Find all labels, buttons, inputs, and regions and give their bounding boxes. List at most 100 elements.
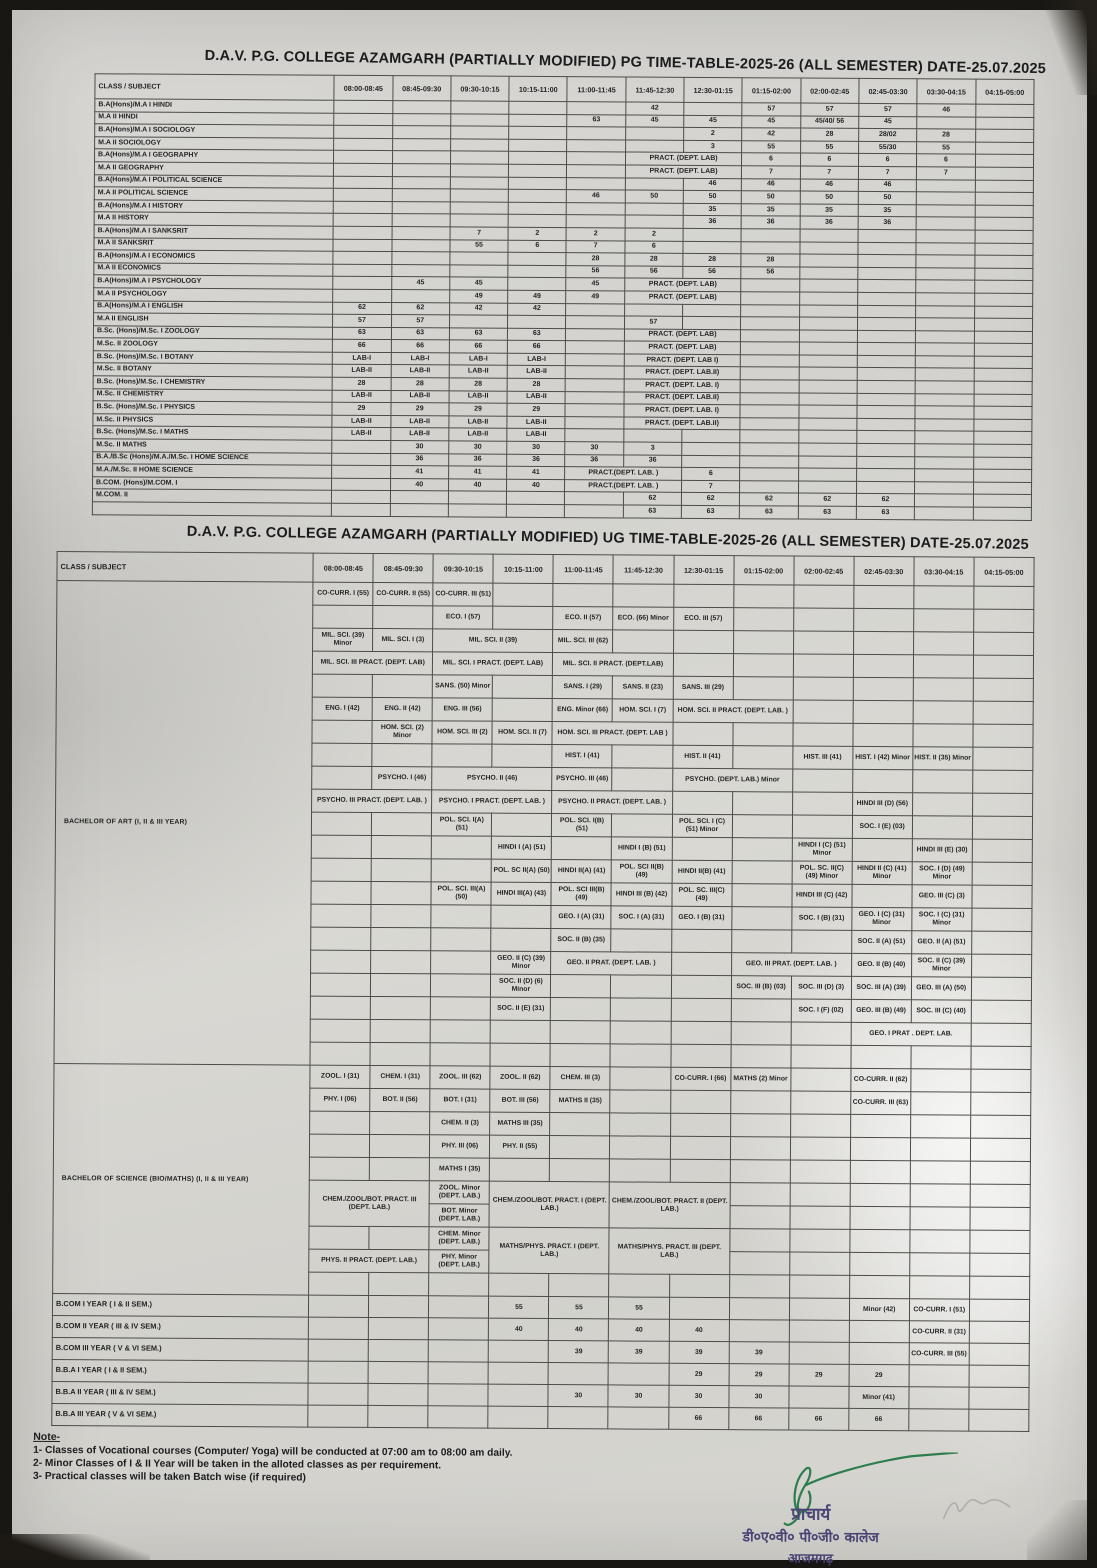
row-label xyxy=(92,501,332,516)
timetable-cell: GEO. I (A) (31) xyxy=(551,905,612,929)
timetable-cell: 63 xyxy=(449,327,508,341)
timetable-cell xyxy=(507,315,567,329)
timetable-cell xyxy=(611,928,672,953)
timetable-cell xyxy=(972,507,1032,521)
timetable-cell: HOM. SCI. III PRACT. (DEPT. LAB ) xyxy=(552,721,673,746)
timetable-cell xyxy=(428,1405,489,1429)
time-slot-header: 11:45-12:30 xyxy=(613,554,674,585)
timetable-cell: POL. SC. III(C) (49) xyxy=(671,883,732,907)
timetable-cell xyxy=(730,1113,791,1138)
timetable-cell xyxy=(740,291,800,305)
timetable-cell xyxy=(853,631,914,655)
timetable-cell xyxy=(309,1134,370,1158)
timetable-cell xyxy=(739,480,799,494)
timetable-cell xyxy=(971,954,1032,978)
timetable-cell: SOC. III (A) (39) xyxy=(851,976,912,1000)
timetable-cell: GEO. II (A) (51) xyxy=(911,930,972,955)
timetable-cell xyxy=(508,176,567,190)
timetable-cell xyxy=(910,1160,971,1185)
timetable-cell xyxy=(311,881,372,905)
timetable-cell xyxy=(910,1068,971,1093)
timetable-cell: SOC. II (A) (51) xyxy=(851,930,912,954)
timetable-cell xyxy=(430,1019,491,1044)
timetable-cell: 40 xyxy=(548,1318,609,1341)
timetable-cell: MIL. SCI. II (39) xyxy=(432,628,554,653)
timetable-cell xyxy=(308,1405,369,1428)
timetable-cell: 36 xyxy=(858,216,917,230)
timetable-cell xyxy=(732,676,794,701)
timetable-cell: CHEM. III (3) xyxy=(550,1066,611,1090)
timetable-cell: 29 xyxy=(332,402,391,416)
timetable-cell xyxy=(368,1405,429,1428)
timetable-cell: 55 xyxy=(548,1296,610,1319)
timetable-cell xyxy=(971,1000,1032,1024)
timetable-cell xyxy=(972,770,1033,794)
timetable-cell xyxy=(550,1043,611,1067)
timetable-cell xyxy=(909,1206,970,1231)
timetable-cell xyxy=(565,328,625,342)
timetable-cell xyxy=(798,367,858,381)
timetable-cell xyxy=(625,127,684,141)
timetable-cell: 55 xyxy=(800,140,859,154)
timetable-cell: ZOOL. III (62) xyxy=(430,1065,491,1090)
timetable-cell xyxy=(565,416,624,430)
timetable-cell xyxy=(916,116,976,130)
timetable-cell: CO-CURR. II (62) xyxy=(850,1068,911,1092)
timetable-cell xyxy=(670,1090,731,1114)
timetable-cell xyxy=(612,767,673,792)
timetable-cell xyxy=(972,701,1034,725)
timetable-cell xyxy=(369,1226,430,1250)
timetable-cell: 40 xyxy=(390,478,449,492)
time-slot-header: 02:45-03:30 xyxy=(858,78,918,104)
row-label: B.B.A III YEAR ( V & VI SEM.) xyxy=(51,1403,309,1428)
timetable-cell xyxy=(852,700,913,724)
timetable-cell xyxy=(912,815,973,840)
timetable-cell xyxy=(370,1019,431,1043)
timetable-cell xyxy=(311,858,372,882)
timetable-cell: PHY. Minor (DEPT. LAB.) xyxy=(429,1249,490,1274)
timetable-cell xyxy=(508,252,567,266)
timetable-cell xyxy=(310,1019,371,1043)
timetable-cell: 50 xyxy=(799,191,859,205)
timetable-cell xyxy=(610,974,672,999)
timetable-cell: SOC. II (C) (39) Minor xyxy=(911,953,972,978)
timetable-cell: MIL. SCI. I PRACT. (DEPT. LAB) xyxy=(432,651,553,676)
timetable-cell xyxy=(969,1230,1030,1254)
timetable-cell: 62 xyxy=(391,302,450,316)
timetable-cell xyxy=(731,837,793,862)
timetable-cell: MATHS II (35) xyxy=(550,1089,611,1113)
timetable-cell xyxy=(908,1364,969,1388)
timetable-cell: 55 xyxy=(741,140,801,154)
timetable-cell: POL. SC II(A) (50) xyxy=(491,859,552,883)
timetable-cell xyxy=(733,630,794,655)
timetable-cell xyxy=(431,904,492,929)
timetable-cell xyxy=(740,442,799,456)
timetable-cell: GEO. I (C) (31) Minor xyxy=(851,907,912,931)
timetable-cell: 29 xyxy=(668,1363,729,1386)
timetable-cell xyxy=(857,367,916,381)
time-slot-header: 04:15-05:00 xyxy=(973,557,1035,587)
timetable-cell: HINDI II(A) (41) xyxy=(551,859,612,883)
timetable-cell: 30 xyxy=(565,441,624,455)
timetable-cell xyxy=(741,241,800,255)
timetable-cell xyxy=(368,1339,429,1362)
timetable-cell: 63 xyxy=(332,326,392,340)
timetable-cell xyxy=(368,1272,430,1296)
timetable-cell: BOT. II (56) xyxy=(370,1088,431,1112)
timetable-cell xyxy=(672,722,733,746)
timetable-cell xyxy=(970,1138,1031,1162)
timetable-cell xyxy=(732,745,793,770)
timetable-cell: Minor (41) xyxy=(848,1386,909,1409)
timetable-cell xyxy=(790,1114,851,1138)
timetable-cell xyxy=(792,700,853,724)
timetable-cell xyxy=(853,585,914,609)
timetable-cell: 30 xyxy=(728,1385,789,1409)
timetable-cell xyxy=(915,380,974,394)
timetable-cell xyxy=(740,392,799,406)
timetable-cell xyxy=(613,629,674,654)
timetable-cell xyxy=(856,430,916,444)
timetable-cell xyxy=(371,858,432,882)
timetable-cell xyxy=(432,743,493,768)
time-slot-header: 11:00-11:45 xyxy=(553,554,614,584)
timetable-cell xyxy=(973,343,1033,357)
